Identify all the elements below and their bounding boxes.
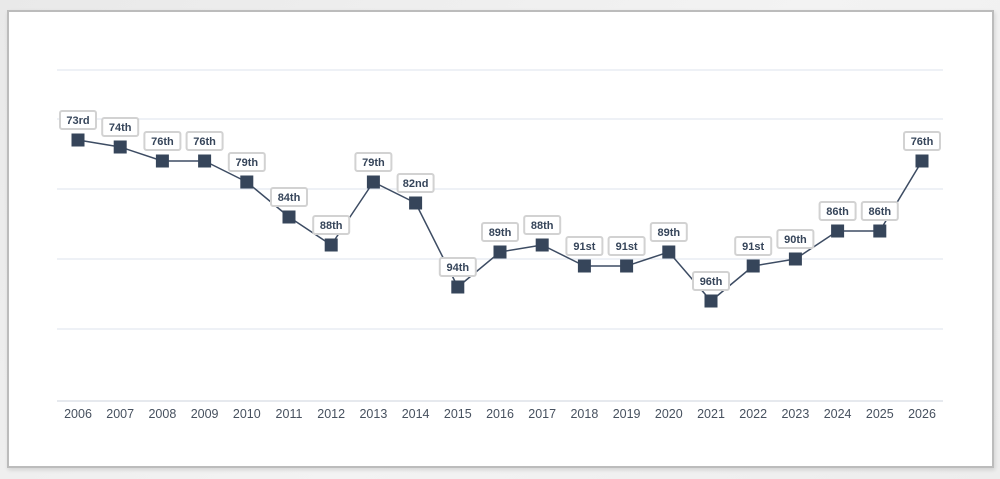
x-axis-label: 2008 bbox=[148, 407, 176, 421]
data-point-label-box bbox=[607, 236, 646, 256]
data-point-marker[interactable] bbox=[704, 294, 718, 308]
data-point-label-box bbox=[565, 236, 604, 256]
data-point-marker[interactable] bbox=[662, 245, 676, 259]
x-axis-label: 2018 bbox=[570, 407, 598, 421]
data-point-marker[interactable] bbox=[155, 154, 169, 168]
data-point-marker[interactable] bbox=[324, 238, 338, 252]
data-point-label-box bbox=[649, 222, 688, 242]
data-point-marker[interactable] bbox=[873, 224, 887, 238]
x-axis-label: 2011 bbox=[276, 407, 303, 421]
data-point-label-box bbox=[903, 131, 941, 151]
x-axis-label: 2006 bbox=[64, 407, 92, 421]
data-point-label: 89th bbox=[657, 227, 680, 239]
data-point-label-box bbox=[692, 271, 730, 291]
data-point-label-box bbox=[818, 201, 857, 221]
data-point-label-box bbox=[270, 187, 308, 207]
x-axis-label: 2009 bbox=[191, 407, 219, 421]
data-point-marker[interactable] bbox=[788, 252, 802, 266]
data-point-marker[interactable] bbox=[746, 259, 760, 273]
data-point-label: 96th bbox=[700, 276, 723, 288]
data-point-label: 84th bbox=[278, 192, 301, 204]
x-axis-label: 2020 bbox=[655, 407, 683, 421]
data-point-label-box bbox=[860, 201, 899, 221]
data-point-label-box bbox=[312, 215, 351, 235]
chart-card: 73rd 74th 76th 76th 79th 84th 88th 79th 82nd 94th… bbox=[7, 10, 994, 468]
data-point-label-box bbox=[776, 229, 815, 249]
data-point-label-box bbox=[227, 152, 266, 172]
data-point-label: 91st bbox=[616, 241, 638, 253]
data-point-label: 86th bbox=[868, 206, 891, 218]
data-point-label-box bbox=[734, 236, 773, 256]
data-point-marker[interactable] bbox=[366, 175, 380, 189]
data-point-label: 91st bbox=[573, 241, 595, 253]
data-point-label: 73rd bbox=[66, 115, 89, 127]
data-point-label-box bbox=[143, 131, 182, 151]
data-point-label: 86th bbox=[826, 206, 849, 218]
data-point-label: 94th bbox=[446, 262, 469, 274]
data-point-label: 91st bbox=[742, 241, 764, 253]
data-point-label-box bbox=[523, 215, 562, 235]
data-point-marker[interactable] bbox=[71, 133, 85, 147]
data-point-marker[interactable] bbox=[409, 196, 423, 210]
data-point-marker[interactable] bbox=[113, 140, 127, 154]
data-point-label-box bbox=[396, 173, 435, 193]
data-point-marker[interactable] bbox=[240, 175, 254, 189]
data-point-label: 76th bbox=[193, 136, 216, 148]
ranking-line-chart: 73rd 74th 76th 76th 79th 84th 88th 79th 82nd 94th… bbox=[57, 69, 943, 421]
data-point-label: 82nd bbox=[403, 178, 429, 190]
data-point-marker[interactable] bbox=[535, 238, 549, 252]
data-point-label-box bbox=[101, 117, 140, 137]
data-point-marker[interactable] bbox=[831, 224, 845, 238]
x-axis-label: 2024 bbox=[824, 407, 852, 421]
data-point-label-box bbox=[59, 110, 97, 130]
data-point-label: 90th bbox=[784, 234, 807, 246]
data-point-label-box bbox=[481, 222, 519, 242]
x-axis-label: 2026 bbox=[908, 407, 936, 421]
data-point-label: 89th bbox=[489, 227, 512, 239]
x-axis-label: 2015 bbox=[444, 407, 472, 421]
x-axis-label: 2019 bbox=[613, 407, 641, 421]
data-point-label: 88th bbox=[320, 220, 343, 232]
data-point-label: 74th bbox=[109, 122, 132, 134]
x-axis-label: 2010 bbox=[233, 407, 261, 421]
data-point-marker[interactable] bbox=[198, 154, 212, 168]
x-axis-label: 2025 bbox=[866, 407, 894, 421]
data-point-marker[interactable] bbox=[577, 259, 591, 273]
x-axis-label: 2016 bbox=[486, 407, 514, 421]
x-axis-label: 2023 bbox=[781, 407, 809, 421]
data-point-label-box bbox=[354, 152, 393, 172]
data-point-label: 76th bbox=[911, 136, 934, 148]
x-axis-label: 2013 bbox=[359, 407, 387, 421]
x-axis-label: 2014 bbox=[402, 407, 430, 421]
data-point-label-box bbox=[438, 257, 477, 277]
x-axis-label: 2007 bbox=[106, 407, 134, 421]
data-point-label-box bbox=[185, 131, 224, 151]
data-point-marker[interactable] bbox=[915, 154, 929, 168]
data-point-marker[interactable] bbox=[493, 245, 507, 259]
data-point-label: 76th bbox=[151, 136, 174, 148]
x-axis-label: 2022 bbox=[739, 407, 767, 421]
data-point-marker[interactable] bbox=[282, 210, 296, 224]
data-point-marker[interactable] bbox=[451, 280, 465, 294]
x-axis-label: 2012 bbox=[317, 407, 345, 421]
x-axis-label: 2017 bbox=[528, 407, 556, 421]
data-point-label: 79th bbox=[362, 157, 385, 169]
data-point-marker[interactable] bbox=[620, 259, 634, 273]
x-axis-label: 2021 bbox=[697, 407, 725, 421]
data-point-label: 79th bbox=[235, 157, 258, 169]
data-point-label: 88th bbox=[531, 220, 554, 232]
